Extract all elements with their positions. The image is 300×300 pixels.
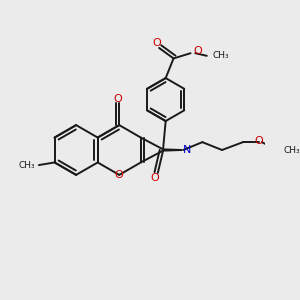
Text: CH₃: CH₃ bbox=[284, 146, 300, 154]
Text: O: O bbox=[193, 46, 202, 56]
Text: O: O bbox=[153, 38, 161, 48]
Text: CH₃: CH₃ bbox=[212, 51, 229, 60]
Text: CH₃: CH₃ bbox=[18, 160, 35, 169]
Text: O: O bbox=[254, 136, 263, 146]
Text: N: N bbox=[183, 145, 191, 155]
Text: O: O bbox=[115, 170, 124, 180]
Text: O: O bbox=[151, 173, 160, 183]
Text: O: O bbox=[114, 94, 122, 104]
